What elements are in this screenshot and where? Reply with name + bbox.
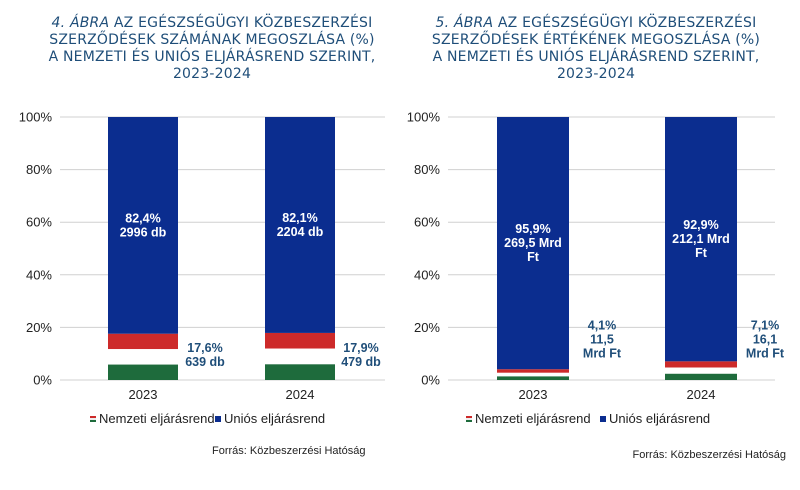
chart-title-line: A NEMZETI ÉS UNIÓS ELJÁRÁSREND SZERINT, bbox=[49, 47, 376, 65]
y-tick-label: 80% bbox=[26, 162, 52, 177]
legend-label-national: Nemzeti eljárásrend bbox=[475, 411, 591, 426]
data-label-national: 639 db bbox=[185, 355, 225, 369]
y-tick-label: 60% bbox=[26, 215, 52, 230]
data-label-union: Ft bbox=[527, 250, 540, 264]
legend-label-union: Uniós eljárásrend bbox=[609, 411, 710, 426]
x-tick-label: 2023 bbox=[129, 387, 158, 402]
chart-title-line: 5. ÁBRA AZ EGÉSZSÉGÜGYI KÖZBESZERZÉSI bbox=[436, 13, 757, 31]
data-label-union: 92,9% bbox=[683, 218, 718, 232]
y-tick-label: 20% bbox=[26, 320, 52, 335]
bar-national-red-2023 bbox=[497, 369, 569, 373]
legend-swatch-green bbox=[90, 420, 96, 422]
x-tick-label: 2024 bbox=[286, 387, 315, 402]
y-tick-label: 20% bbox=[414, 320, 440, 335]
bar-national-white-2023 bbox=[497, 372, 569, 377]
legend-swatch-white bbox=[90, 418, 96, 420]
chart-title-number: 5. ÁBRA bbox=[436, 14, 494, 31]
y-tick-label: 100% bbox=[19, 110, 53, 125]
y-tick-label: 40% bbox=[26, 267, 52, 282]
bar-union-2023 bbox=[497, 117, 569, 370]
data-label-national: 11,5 bbox=[590, 332, 614, 346]
bar-national-green-2023 bbox=[497, 376, 569, 380]
x-tick-label: 2023 bbox=[519, 387, 548, 402]
chart-title: 5. ÁBRA AZ EGÉSZSÉGÜGYI KÖZBESZERZÉSISZE… bbox=[432, 13, 760, 82]
data-label-national: 7,1% bbox=[751, 318, 780, 332]
data-label-national: 479 db bbox=[341, 355, 381, 369]
bar-union-2024 bbox=[665, 117, 737, 362]
chart-title-line: 2023-2024 bbox=[173, 66, 251, 82]
data-label-national: 17,6% bbox=[187, 341, 222, 355]
bar-national-green-2024 bbox=[265, 364, 335, 380]
chart-title-text: AZ EGÉSZSÉGÜGYI KÖZBESZERZÉSI bbox=[109, 13, 372, 31]
chart-title-line: 4. ÁBRA AZ EGÉSZSÉGÜGYI KÖZBESZERZÉSI bbox=[52, 13, 373, 31]
legend-swatch-union bbox=[600, 416, 606, 422]
data-label-union: 2996 db bbox=[120, 225, 167, 239]
bar-national-red-2024 bbox=[665, 361, 737, 368]
bar-union-2024 bbox=[265, 117, 335, 333]
data-label-national: 4,1% bbox=[588, 318, 617, 332]
legend-label-union: Uniós eljárásrend bbox=[224, 411, 325, 426]
bar-national-white-2024 bbox=[665, 367, 737, 374]
data-label-union: 82,1% bbox=[282, 211, 317, 225]
chart-title-line: 2023-2024 bbox=[557, 66, 635, 82]
data-label-union: 212,1 Mrd bbox=[672, 232, 730, 246]
legend-swatch-white bbox=[466, 418, 472, 420]
data-label-union: Ft bbox=[695, 246, 708, 260]
legend-label-national: Nemzeti eljárásrend bbox=[99, 411, 215, 426]
legend-swatch-green bbox=[466, 420, 472, 422]
legend: Nemzeti eljárásrend Uniós eljárásrend bbox=[466, 411, 710, 426]
chart-panel-2: 5. ÁBRA AZ EGÉSZSÉGÜGYI KÖZBESZERZÉSISZE… bbox=[407, 13, 786, 461]
legend-swatch-red bbox=[90, 416, 96, 418]
data-label-national: 17,9% bbox=[343, 341, 378, 355]
data-label-union: 95,9% bbox=[515, 222, 550, 236]
bar-national-green-2024 bbox=[665, 373, 737, 380]
chart-panel-1: 4. ÁBRA AZ EGÉSZSÉGÜGYI KÖZBESZERZÉSISZE… bbox=[19, 13, 385, 457]
bar-union-2023 bbox=[108, 117, 178, 334]
y-tick-label: 40% bbox=[414, 267, 440, 282]
chart-title-text: AZ EGÉSZSÉGÜGYI KÖZBESZERZÉSI bbox=[493, 13, 756, 31]
source-note: Forrás: Közbeszerzési Hatóság bbox=[633, 449, 786, 461]
chart-title-line: SZERZŐDÉSEK ÉRTÉKÉNEK MEGOSZLÁSA (%) bbox=[432, 30, 760, 48]
chart-title-number: 4. ÁBRA bbox=[52, 14, 110, 31]
data-label-national: Mrd Ft bbox=[583, 346, 622, 360]
data-label-union: 269,5 Mrd bbox=[504, 236, 562, 250]
chart-title-line: A NEMZETI ÉS UNIÓS ELJÁRÁSREND SZERINT, bbox=[433, 47, 760, 65]
bar-national-white-2023 bbox=[108, 349, 178, 365]
data-label-national: 16,1 bbox=[753, 332, 777, 346]
bar-national-red-2024 bbox=[265, 332, 335, 349]
data-label-union: 2204 db bbox=[277, 225, 324, 239]
data-label-union: 82,4% bbox=[125, 211, 160, 225]
chart-title-line: SZERZŐDÉSEK SZÁMÁNAK MEGOSZLÁSA (%) bbox=[49, 30, 374, 48]
legend: Nemzeti eljárásrend Uniós eljárásrend bbox=[90, 411, 325, 426]
bar-national-white-2024 bbox=[265, 348, 335, 365]
y-tick-label: 100% bbox=[407, 110, 441, 125]
y-tick-label: 0% bbox=[421, 373, 440, 388]
bar-national-green-2023 bbox=[108, 364, 178, 380]
y-tick-label: 60% bbox=[414, 215, 440, 230]
legend-swatch-red bbox=[466, 416, 472, 418]
data-label-national: Mrd Ft bbox=[746, 346, 785, 360]
chart-title: 4. ÁBRA AZ EGÉSZSÉGÜGYI KÖZBESZERZÉSISZE… bbox=[49, 13, 376, 82]
legend-swatch-union bbox=[215, 416, 221, 422]
y-tick-label: 0% bbox=[33, 373, 52, 388]
y-tick-label: 80% bbox=[414, 162, 440, 177]
bar-national-red-2023 bbox=[108, 333, 178, 350]
source-note: Forrás: Közbeszerzési Hatóság bbox=[212, 445, 365, 457]
x-tick-label: 2024 bbox=[687, 387, 716, 402]
